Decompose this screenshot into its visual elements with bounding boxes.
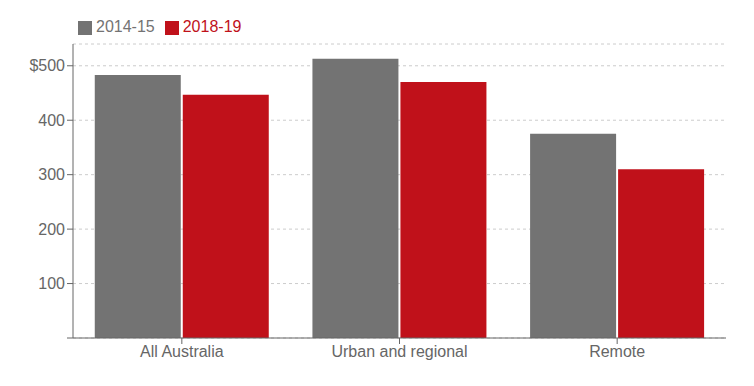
html-text:2014-15: 2014-15 [96,18,155,35]
svg-text:300: 300 [38,166,65,183]
html-text:2018-19: 2018-19 [182,18,242,35]
svg-text:200: 200 [38,221,65,238]
svg-text:400: 400 [38,112,65,129]
svg-text:$500: $500 [29,57,65,74]
svg-text:100: 100 [38,275,65,292]
svg-text:Remote: Remote [589,343,645,360]
svg-text:All Australia: All Australia [140,343,224,360]
svg-text:Urban and regional: Urban and regional [331,343,467,360]
